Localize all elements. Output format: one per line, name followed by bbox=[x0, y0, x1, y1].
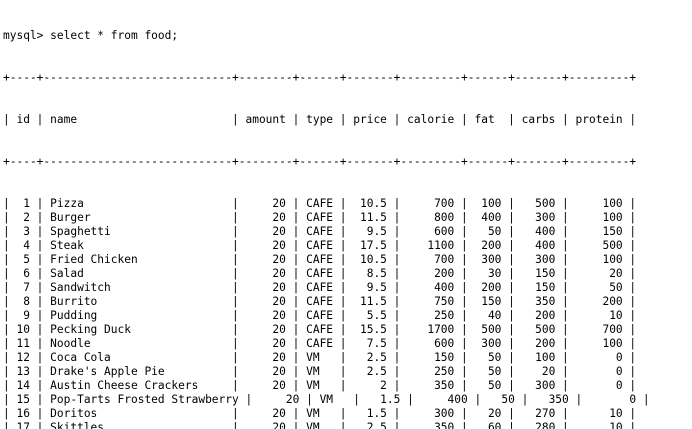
result-rows: | 1 | Pizza | 20 | CAFE | 10.5 | 700 | 1… bbox=[3, 197, 692, 429]
table-row: | 11 | Noodle | 20 | CAFE | 7.5 | 600 | … bbox=[3, 337, 637, 350]
table-row: | 16 | Doritos | 20 | VM | 1.5 | 300 | 2… bbox=[3, 407, 637, 420]
table-row: | 17 | Skittles | 20 | VM | 2.5 | 350 | … bbox=[3, 421, 637, 429]
table-row: | 5 | Fried Chicken | 20 | CAFE | 10.5 |… bbox=[3, 253, 637, 266]
table-row: | 15 | Pop-Tarts Frosted Strawberry | 20… bbox=[3, 393, 650, 406]
sql-prompt-line: mysql> select * from food; bbox=[3, 29, 179, 42]
table-row: | 7 | Sandwitch | 20 | CAFE | 9.5 | 400 … bbox=[3, 281, 637, 294]
table-border-middle: +----+----------------------------+-----… bbox=[3, 155, 637, 168]
table-row: | 8 | Burrito | 20 | CAFE | 11.5 | 750 |… bbox=[3, 295, 637, 308]
table-row: | 2 | Burger | 20 | CAFE | 11.5 | 800 | … bbox=[3, 211, 637, 224]
table-row: | 3 | Spaghetti | 20 | CAFE | 9.5 | 600 … bbox=[3, 225, 637, 238]
table-row: | 10 | Pecking Duck | 20 | CAFE | 15.5 |… bbox=[3, 323, 637, 336]
table-row: | 13 | Drake's Apple Pie | 20 | VM | 2.5… bbox=[3, 365, 637, 378]
table-row: | 9 | Pudding | 20 | CAFE | 5.5 | 250 | … bbox=[3, 309, 637, 322]
table-row: | 1 | Pizza | 20 | CAFE | 10.5 | 700 | 1… bbox=[3, 197, 637, 210]
table-row: | 12 | Coca Cola | 20 | VM | 2.5 | 150 |… bbox=[3, 351, 637, 364]
table-row: | 14 | Austin Cheese Crackers | 20 | VM … bbox=[3, 379, 637, 392]
table-row: | 4 | Steak | 20 | CAFE | 17.5 | 1100 | … bbox=[3, 239, 637, 252]
table-border-top: +----+----------------------------+-----… bbox=[3, 71, 637, 84]
table-header-row: | id | name | amount | type | price | ca… bbox=[3, 113, 637, 126]
table-row: | 6 | Salad | 20 | CAFE | 8.5 | 200 | 30… bbox=[3, 267, 637, 280]
